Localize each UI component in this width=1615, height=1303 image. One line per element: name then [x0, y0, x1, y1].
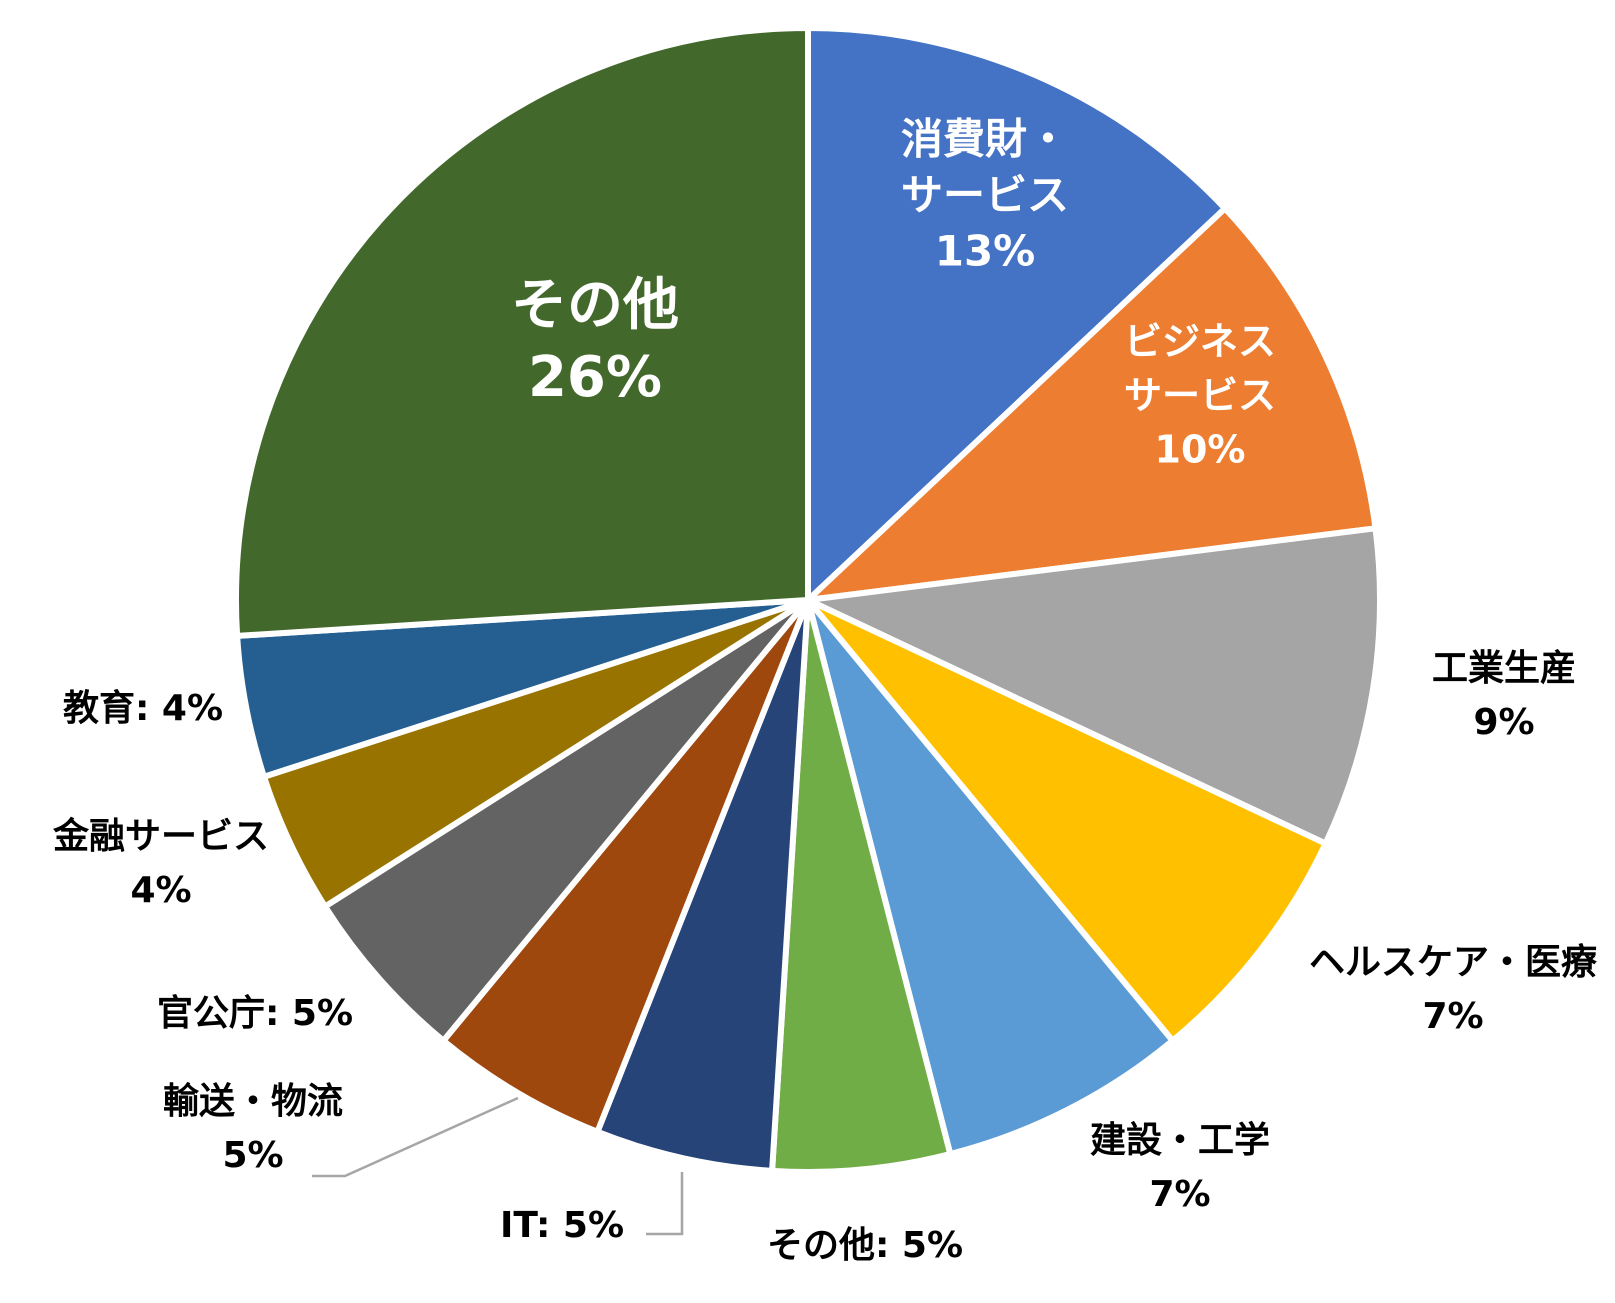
data-label-line: 輸送・物流 — [163, 1081, 343, 1122]
pie-slices — [233, 24, 1383, 1175]
data-label-line: その他 — [511, 273, 679, 338]
data-label-line: 官公庁: 5% — [157, 993, 353, 1034]
pie-slice — [805, 597, 1330, 1045]
data-label: 消費財・サービス 13% — [901, 115, 1069, 276]
pie-labels: 消費財・サービス 13%ビジネスサービス 10%工業生産 9%ヘルスケア・医療 7%建設… — [52, 115, 1597, 1267]
pie-slice — [768, 599, 954, 1175]
data-label-line: サービス — [1124, 374, 1276, 418]
pie-slice — [233, 24, 811, 640]
pie-slice — [805, 598, 1177, 1158]
data-label-line: 7% — [1422, 996, 1483, 1037]
pie-slice — [320, 597, 811, 1045]
data-label-line: 教育: 4% — [63, 688, 223, 729]
data-label: 官公庁: 5% — [157, 993, 353, 1034]
data-label-line: 26% — [528, 345, 662, 410]
data-label: 建設・工学 7% — [1090, 1119, 1270, 1215]
data-label-line: ヘルスケア・医療 — [1309, 942, 1597, 983]
data-label-line: 13% — [935, 227, 1036, 276]
pie-slice — [797, 524, 1383, 848]
leader-line — [646, 1172, 684, 1236]
pie-slice — [799, 204, 1379, 605]
pie-slice — [593, 598, 811, 1175]
data-label: IT: 5% — [500, 1205, 624, 1246]
data-label: ビジネスサービス 10% — [1124, 320, 1276, 472]
data-label-line: 9% — [1473, 702, 1534, 743]
data-label-line: 消費財・ — [901, 115, 1069, 164]
data-label: 輸送・物流 5% — [163, 1081, 343, 1176]
leader-lines — [312, 1096, 684, 1236]
data-label-line: 4% — [130, 870, 191, 911]
data-label-line: その他: 5% — [767, 1225, 963, 1266]
data-label-line: 5% — [222, 1135, 283, 1176]
data-label: 教育: 4% — [63, 688, 223, 729]
leader-line — [312, 1096, 519, 1178]
data-label: 工業生産 9% — [1432, 648, 1576, 743]
data-label-line: 10% — [1155, 428, 1246, 472]
data-label-line: ビジネス — [1124, 320, 1276, 364]
data-label-line: 建設・工学 — [1090, 1119, 1270, 1161]
data-label: ヘルスケア・医療 7% — [1309, 942, 1597, 1037]
data-label-line: サービス — [901, 171, 1069, 220]
data-label-line: IT: 5% — [500, 1205, 624, 1246]
data-label: その他: 5% — [767, 1225, 963, 1266]
data-label-line: 7% — [1149, 1174, 1210, 1215]
pie-slice — [439, 598, 811, 1136]
pie-slice — [805, 24, 1230, 607]
data-label: その他 26% — [511, 273, 679, 410]
data-label: 金融サービス 4% — [52, 815, 269, 911]
data-label-line: 工業生産 — [1432, 648, 1576, 689]
data-label-line: 金融サービス — [52, 815, 269, 857]
